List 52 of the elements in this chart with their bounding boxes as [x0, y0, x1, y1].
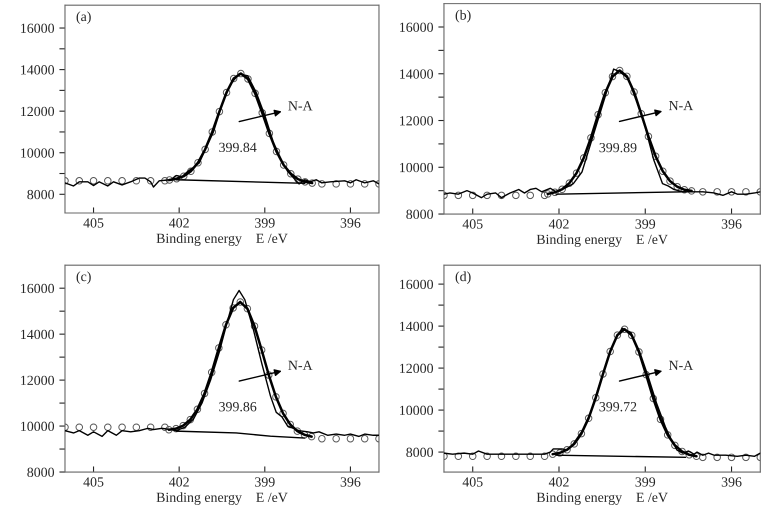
x-tick-label: 405 [83, 218, 104, 228]
y-tick-label: 12000 [21, 106, 54, 116]
x-tick-label: 396 [722, 477, 742, 487]
y-tick-label: 10000 [21, 422, 54, 432]
annotation: 399.86 [219, 402, 256, 412]
y-tick-label: 10000 [400, 406, 434, 416]
x-tick-label: 402 [169, 218, 189, 228]
y-tick-label: 8000 [406, 210, 434, 219]
y-tick-label: 14000 [21, 65, 54, 75]
x-tick-label: 396 [722, 219, 742, 229]
x-axis-title: Binding energy E /eV [156, 492, 288, 505]
y-tick-label: 12000 [400, 364, 434, 374]
y-tick-label: 14000 [400, 69, 434, 79]
chart-title: (c) [76, 271, 91, 284]
y-tick-label: 14000 [400, 322, 434, 332]
y-tick-label: 16000 [400, 280, 434, 290]
chart-title: (d) [456, 271, 471, 284]
y-tick-label: 16000 [21, 284, 54, 294]
x-tick-label: 402 [169, 477, 189, 487]
annotation: N-A [668, 100, 694, 110]
x-axis-title: Binding energy E /eV [536, 234, 668, 247]
x-tick-label: 399 [636, 477, 656, 487]
x-tick-label: 396 [340, 477, 360, 487]
x-tick-label: 399 [255, 477, 275, 487]
chart-title: (a) [76, 11, 91, 24]
annotation: 399.89 [600, 142, 636, 152]
x-tick-label: 405 [83, 477, 104, 487]
x-axis-title: Binding energy E /eV [156, 233, 288, 246]
y-tick-label: 12000 [21, 376, 54, 386]
y-tick-label: 8000 [27, 190, 54, 200]
x-tick-label: 405 [462, 219, 483, 229]
x-tick-label: 396 [340, 218, 360, 228]
y-tick-label: 16000 [21, 24, 54, 33]
x-tick-label: 399 [255, 218, 275, 228]
y-tick-label: 10000 [21, 148, 54, 158]
x-tick-label: 402 [548, 219, 569, 229]
y-tick-label: 10000 [400, 162, 434, 172]
y-tick-label: 8000 [27, 468, 54, 477]
annotation: 399.72 [600, 402, 636, 412]
y-tick-label: 8000 [406, 448, 434, 458]
x-tick-label: 402 [548, 477, 569, 487]
y-tick-label: 16000 [400, 22, 434, 32]
x-tick-label: 399 [636, 219, 656, 229]
x-tick-label: 405 [462, 477, 483, 487]
y-tick-label: 12000 [400, 116, 434, 126]
annotation: N-A [668, 360, 694, 370]
annotation: N-A [288, 101, 312, 110]
y-tick-label: 14000 [21, 330, 54, 340]
chart-title: (b) [456, 10, 471, 23]
annotation: N-A [288, 360, 312, 370]
annotation: 399.84 [219, 142, 257, 152]
x-axis-title: Binding energy E /eV [536, 492, 668, 505]
